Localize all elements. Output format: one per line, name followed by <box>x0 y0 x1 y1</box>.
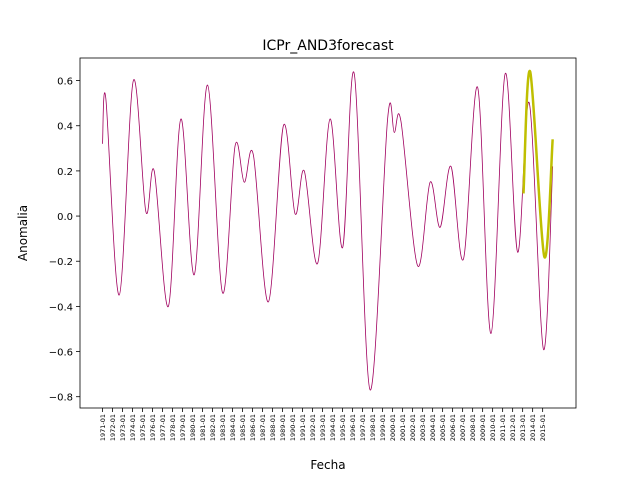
x-tick-label: 1976-01 <box>149 414 157 441</box>
x-tick-label: 1979-01 <box>179 414 187 441</box>
x-tick-label: 2008-01 <box>469 414 477 441</box>
x-tick-label: 2011-01 <box>499 414 507 441</box>
x-axis-label: Fecha <box>310 458 345 472</box>
x-tick-label: 2001-01 <box>399 414 407 441</box>
y-tick-label: 0.6 <box>57 77 73 88</box>
line <box>522 70 554 259</box>
y-tick-label: −0.2 <box>49 257 73 268</box>
x-tick-label: 1984-01 <box>229 414 237 441</box>
x-tick-label: 1980-01 <box>189 414 197 441</box>
x-tick-label: 2007-01 <box>459 414 467 441</box>
x-tick-label: 2010-01 <box>489 414 497 441</box>
y-tick-label: −0.6 <box>49 348 73 359</box>
y-axis-label: Anomalia <box>16 205 30 261</box>
x-tick-label: 2015-01 <box>539 414 547 441</box>
x-tick-label: 1972-01 <box>109 414 117 441</box>
x-tick-label: 1974-01 <box>129 414 137 441</box>
x-tick-label: 2004-01 <box>429 414 437 441</box>
x-tick-label: 1986-01 <box>249 414 257 441</box>
x-tick-label: 1998-01 <box>369 414 377 441</box>
x-tick-label: 1983-01 <box>219 414 227 441</box>
x-tick-label: 1997-01 <box>359 414 367 441</box>
y-tick-label: 0.2 <box>57 167 73 178</box>
x-tick-label: 1977-01 <box>159 414 167 441</box>
x-tick-label: 1973-01 <box>119 414 127 441</box>
y-tick-label: 0.0 <box>57 212 73 223</box>
x-tick-label: 1993-01 <box>319 414 327 441</box>
x-tick-label: 1978-01 <box>169 414 177 441</box>
x-tick-label: 1971-01 <box>99 414 107 441</box>
x-tick-label: 1999-01 <box>379 414 387 441</box>
x-tick-label: 1989-01 <box>279 414 287 441</box>
x-tick-label: 2003-01 <box>419 414 427 441</box>
x-tick-label: 1985-01 <box>239 414 247 441</box>
x-tick-label: 2000-01 <box>389 414 397 441</box>
chart-title: ICPr_AND3forecast <box>262 38 394 54</box>
x-tick-label: 1995-01 <box>339 414 347 441</box>
x-tick-label: 1994-01 <box>329 414 337 441</box>
x-tick-label: 1991-01 <box>299 414 307 441</box>
x-tick-label: 2012-01 <box>509 414 517 441</box>
line <box>102 71 554 391</box>
x-tick-label: 1988-01 <box>269 414 277 441</box>
plot-frame <box>79 57 577 409</box>
x-tick-label: 1992-01 <box>309 414 317 441</box>
x-tick-label: 2013-01 <box>519 414 527 441</box>
x-tick-label: 2009-01 <box>479 414 487 441</box>
x-tick-label: 2014-01 <box>529 414 537 441</box>
y-tick-label: −0.4 <box>49 302 73 313</box>
x-tick-label: 1996-01 <box>349 414 357 441</box>
x-tick-label: 2006-01 <box>449 414 457 441</box>
x-tick-label: 1975-01 <box>139 414 147 441</box>
x-tick-label: 1990-01 <box>289 414 297 441</box>
x-tick-label: 2005-01 <box>439 414 447 441</box>
y-tick-label: 0.4 <box>57 122 73 133</box>
x-tick-label: 2002-01 <box>409 414 417 441</box>
y-tick-label: −0.8 <box>49 393 73 404</box>
x-tick-label: 1987-01 <box>259 414 267 441</box>
x-tick-label: 1981-01 <box>199 414 207 441</box>
x-tick-label: 1982-01 <box>209 414 217 441</box>
